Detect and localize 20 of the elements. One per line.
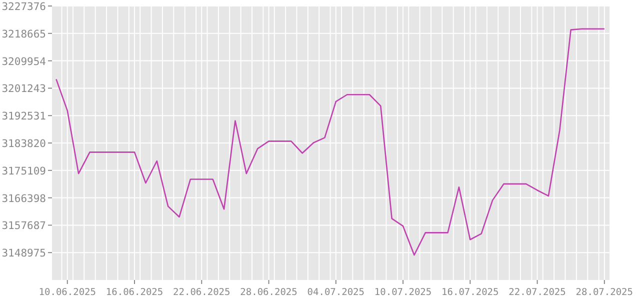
- y-tick-label: 3227376: [2, 1, 46, 13]
- x-tick-label: 16.06.2025: [106, 287, 164, 298]
- x-tick-label: 04.07.2025: [307, 287, 364, 298]
- y-tick-label: 3175109: [2, 165, 46, 178]
- x-tick-label: 22.06.2025: [173, 287, 230, 298]
- x-tick-label: 10.06.2025: [38, 287, 96, 298]
- x-tick-label: 28.06.2025: [240, 287, 298, 298]
- y-tick-label: 3218665: [2, 28, 46, 40]
- y-tick-label: 3148975: [2, 248, 46, 260]
- y-tick-label: 3201243: [2, 83, 46, 96]
- y-tick-label: 3166398: [2, 192, 46, 205]
- y-tick-label: 3157687: [2, 220, 46, 232]
- x-tick-label: 16.07.2025: [442, 287, 499, 298]
- line-series: [56, 28, 606, 256]
- x-tick-label: 22.07.2025: [508, 287, 566, 298]
- y-tick-label: 3209954: [2, 56, 46, 68]
- y-tick-label: 3192531: [2, 110, 46, 123]
- y-tick-label: 3183820: [2, 138, 46, 150]
- x-tick-label: 10.07.2025: [374, 287, 432, 298]
- x-tick-label: 28.07.2025: [576, 287, 634, 298]
